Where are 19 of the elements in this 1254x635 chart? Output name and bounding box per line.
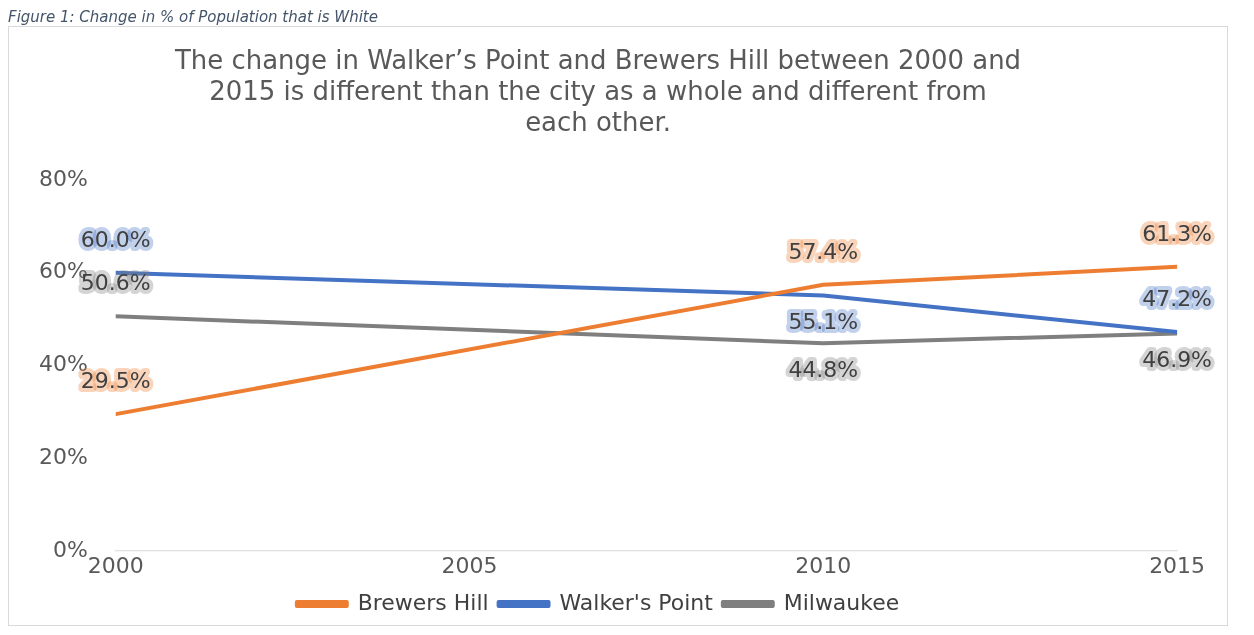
data-label: 55.1% <box>788 309 859 335</box>
data-label: 60.0% <box>80 226 151 252</box>
x-tick-label: 2005 <box>441 552 498 578</box>
x-tick-label: 2010 <box>795 552 852 578</box>
y-tick-label: 80% <box>38 165 88 191</box>
y-tick-label: 20% <box>38 443 88 469</box>
legend-label: Walker's Point <box>559 589 714 615</box>
data-label: 44.8% <box>788 356 859 382</box>
legend-label: Milwaukee <box>783 589 900 615</box>
data-label: 57.4% <box>788 238 859 264</box>
legend-label: Brewers Hill <box>357 589 489 615</box>
x-tick-label: 2015 <box>1149 552 1206 578</box>
x-tick-label: 2000 <box>87 552 144 578</box>
caption: Figure 1: Change in % of Population that is White <box>8 8 379 26</box>
data-label: 46.9% <box>1142 347 1212 373</box>
y-tick-label: 0% <box>52 536 88 562</box>
data-label: 61.3% <box>1142 220 1212 246</box>
chart-title: The change in Walker’s Point and Brewers Hill between 2000 and 2015 is different than the city as a whole and different from each other. <box>174 45 1022 138</box>
data-label: 47.2% <box>1142 285 1212 311</box>
